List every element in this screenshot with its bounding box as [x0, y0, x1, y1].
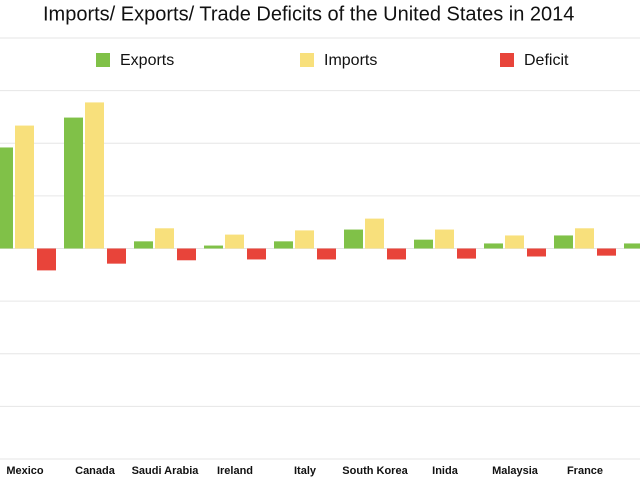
x-tick-label: France	[567, 465, 603, 477]
legend-label: Deficit	[524, 52, 569, 69]
bar	[527, 248, 546, 257]
legend-label: Imports	[324, 52, 377, 69]
bar	[15, 125, 34, 249]
bar	[64, 117, 83, 249]
bar	[177, 248, 196, 261]
bar	[0, 147, 13, 249]
bar	[155, 228, 174, 249]
bar	[344, 229, 363, 249]
bar	[85, 102, 104, 249]
x-tick-label: Ireland	[217, 465, 253, 477]
bar	[225, 234, 244, 249]
bar	[387, 248, 406, 260]
bar	[317, 248, 336, 260]
bar	[435, 229, 454, 249]
bar	[414, 239, 433, 249]
bar	[484, 243, 503, 249]
x-tick-label: Saudi Arabia	[132, 465, 200, 477]
x-tick-label: Canada	[75, 465, 116, 477]
bar	[247, 248, 266, 260]
bar	[134, 241, 153, 249]
legend-swatch	[500, 53, 514, 67]
chart-title: Imports/ Exports/ Trade Deficits of the …	[43, 3, 574, 25]
legend-swatch	[96, 53, 110, 67]
bar	[274, 241, 293, 249]
bar	[575, 228, 594, 249]
bar	[505, 235, 524, 249]
bar	[37, 248, 56, 271]
bar	[457, 248, 476, 259]
bar	[554, 235, 573, 249]
bar	[624, 243, 640, 249]
x-tick-label: Italy	[294, 465, 317, 477]
x-tick-label: Malaysia	[492, 465, 539, 477]
bar	[365, 218, 384, 249]
bar	[107, 248, 126, 264]
bar	[204, 245, 223, 249]
x-tick-label: South Korea	[342, 465, 408, 477]
bar	[597, 248, 616, 256]
bar	[295, 230, 314, 249]
legend-swatch	[300, 53, 314, 67]
x-tick-label: Mexico	[6, 465, 44, 477]
x-tick-label: Inida	[432, 465, 459, 477]
legend-label: Exports	[120, 52, 174, 69]
